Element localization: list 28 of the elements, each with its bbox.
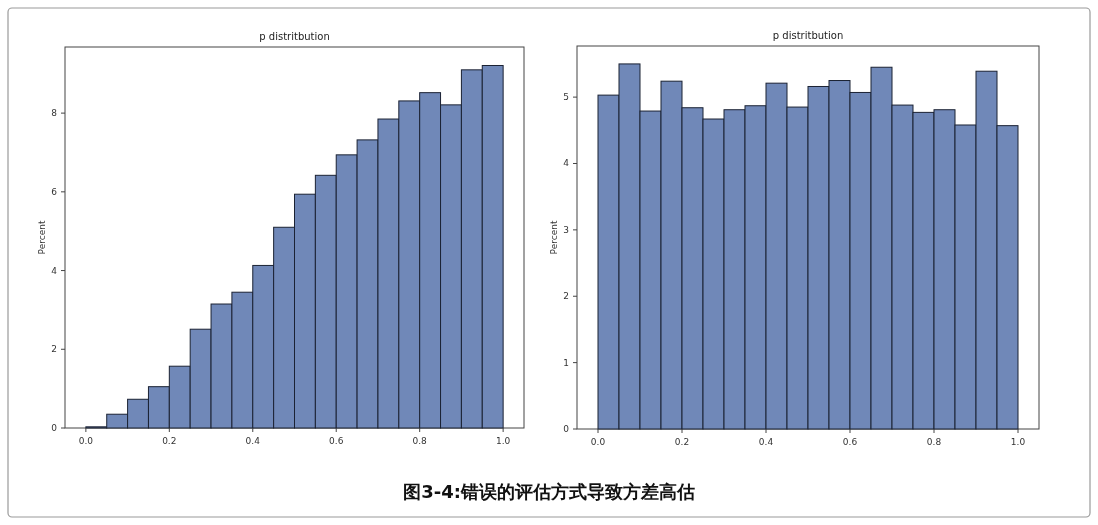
x-tick-label: 0.0	[78, 436, 94, 446]
x-tick-label: 1.0	[495, 436, 511, 446]
y-tick-label: 5	[563, 92, 569, 103]
y-tick-label: 1	[563, 357, 569, 368]
y-tick-label: 0	[563, 424, 570, 434]
y-tick-label: 0	[51, 423, 58, 433]
y-tick-label: 4	[51, 265, 58, 276]
x-tick-label: 0.8	[926, 437, 942, 447]
caption: 图3-4:错误的评估方式导致方差高估	[403, 481, 695, 502]
y-tick-label: 2	[563, 291, 569, 302]
x-tick-label: 1.0	[1010, 437, 1026, 447]
y-tick-label: 6	[51, 186, 58, 197]
y-tick-label: 2	[51, 344, 57, 355]
x-tick-label: 0.0	[590, 437, 606, 447]
y-axis-title: Percent	[37, 220, 47, 255]
chart-title: p distritbution	[772, 30, 844, 41]
y-tick-label: 4	[563, 158, 570, 169]
x-tick-label: 0.2	[162, 436, 177, 446]
y-axis-title: Percent	[549, 220, 559, 255]
x-tick-label: 0.6	[842, 437, 858, 447]
x-tick-label: 0.6	[329, 436, 344, 446]
chart-title: p distritbution	[259, 31, 330, 42]
x-tick-label: 0.8	[412, 436, 428, 446]
x-tick-label: 0.4	[245, 436, 261, 446]
x-tick-label: 0.4	[758, 437, 774, 447]
x-tick-label: 0.2	[674, 437, 690, 447]
y-tick-label: 3	[563, 224, 569, 235]
y-tick-label: 8	[51, 108, 58, 119]
